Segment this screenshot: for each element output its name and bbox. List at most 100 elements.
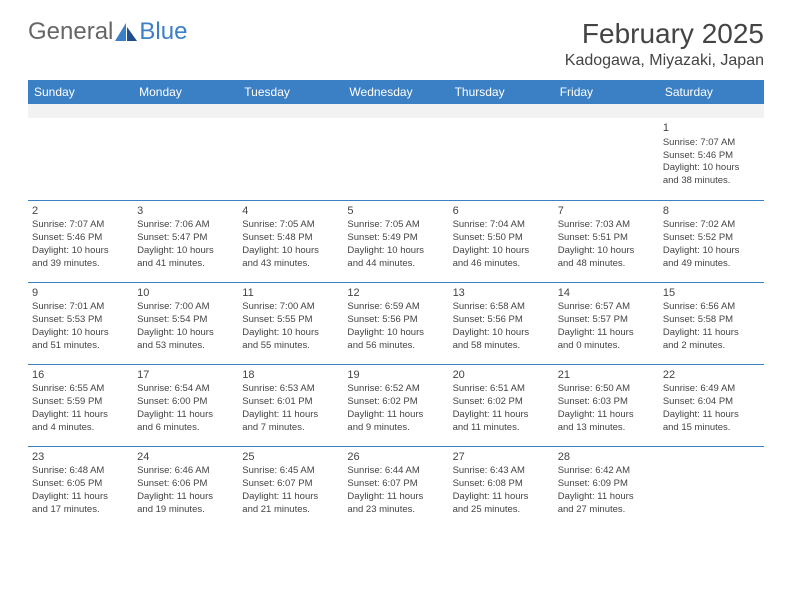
day-daylight1: Daylight: 10 hours [663,245,760,258]
calendar-day-cell: 1Sunrise: 7:07 AMSunset: 5:46 PMDaylight… [659,118,764,200]
day-sunrise: Sunrise: 7:02 AM [663,219,760,232]
day-number: 8 [663,204,760,219]
day-daylight2: and 41 minutes. [137,258,234,271]
day-daylight2: and 6 minutes. [137,422,234,435]
weekday-header: Monday [133,80,238,104]
day-sunset: Sunset: 5:58 PM [663,314,760,327]
day-sunset: Sunset: 6:02 PM [347,396,444,409]
day-sunset: Sunset: 6:08 PM [453,478,550,491]
day-sunrise: Sunrise: 6:53 AM [242,383,339,396]
day-daylight1: Daylight: 11 hours [242,409,339,422]
day-sunset: Sunset: 5:46 PM [32,232,129,245]
day-daylight2: and 48 minutes. [558,258,655,271]
day-daylight2: and 39 minutes. [32,258,129,271]
day-daylight2: and 38 minutes. [663,175,760,188]
calendar-week-row: 1Sunrise: 7:07 AMSunset: 5:46 PMDaylight… [28,118,764,200]
calendar-day-cell: 19Sunrise: 6:52 AMSunset: 6:02 PMDayligh… [343,364,448,446]
day-sunrise: Sunrise: 6:54 AM [137,383,234,396]
location-label: Kadogawa, Miyazaki, Japan [565,52,764,70]
day-daylight1: Daylight: 11 hours [558,409,655,422]
calendar-day-cell: 6Sunrise: 7:04 AMSunset: 5:50 PMDaylight… [449,200,554,282]
day-sunset: Sunset: 6:03 PM [558,396,655,409]
day-daylight1: Daylight: 11 hours [32,491,129,504]
day-sunrise: Sunrise: 7:06 AM [137,219,234,232]
calendar-week-row: 2Sunrise: 7:07 AMSunset: 5:46 PMDaylight… [28,200,764,282]
calendar-day-cell: 18Sunrise: 6:53 AMSunset: 6:01 PMDayligh… [238,364,343,446]
day-daylight2: and 2 minutes. [663,340,760,353]
day-daylight2: and 7 minutes. [242,422,339,435]
day-sunset: Sunset: 5:50 PM [453,232,550,245]
calendar-day-cell: 20Sunrise: 6:51 AMSunset: 6:02 PMDayligh… [449,364,554,446]
day-number: 3 [137,204,234,219]
day-sunrise: Sunrise: 6:51 AM [453,383,550,396]
calendar-day-cell: 11Sunrise: 7:00 AMSunset: 5:55 PMDayligh… [238,282,343,364]
day-daylight1: Daylight: 10 hours [137,245,234,258]
calendar-day-cell [449,118,554,200]
day-sunset: Sunset: 6:09 PM [558,478,655,491]
day-daylight2: and 9 minutes. [347,422,444,435]
calendar-day-cell: 28Sunrise: 6:42 AMSunset: 6:09 PMDayligh… [554,446,659,528]
day-number: 15 [663,286,760,301]
day-daylight1: Daylight: 11 hours [137,491,234,504]
empty-strip-row [28,104,764,118]
day-daylight1: Daylight: 11 hours [663,327,760,340]
day-number: 10 [137,286,234,301]
day-sunset: Sunset: 5:47 PM [137,232,234,245]
day-sunset: Sunset: 6:02 PM [453,396,550,409]
day-daylight2: and 19 minutes. [137,504,234,517]
day-sunset: Sunset: 6:04 PM [663,396,760,409]
day-number: 2 [32,204,129,219]
day-sunrise: Sunrise: 6:46 AM [137,465,234,478]
day-number: 5 [347,204,444,219]
day-daylight2: and 11 minutes. [453,422,550,435]
day-daylight2: and 46 minutes. [453,258,550,271]
page-header: General Blue February 2025 Kadogawa, Miy… [28,18,764,70]
calendar-day-cell [133,118,238,200]
day-sunset: Sunset: 6:00 PM [137,396,234,409]
day-sunset: Sunset: 6:07 PM [347,478,444,491]
day-sunrise: Sunrise: 6:43 AM [453,465,550,478]
day-daylight1: Daylight: 10 hours [32,245,129,258]
day-daylight1: Daylight: 10 hours [663,162,760,175]
day-number: 11 [242,286,339,301]
day-daylight1: Daylight: 10 hours [32,327,129,340]
calendar-day-cell: 17Sunrise: 6:54 AMSunset: 6:00 PMDayligh… [133,364,238,446]
day-daylight2: and 17 minutes. [32,504,129,517]
calendar-day-cell: 14Sunrise: 6:57 AMSunset: 5:57 PMDayligh… [554,282,659,364]
day-sunset: Sunset: 5:49 PM [347,232,444,245]
day-sunrise: Sunrise: 6:45 AM [242,465,339,478]
calendar-day-cell: 27Sunrise: 6:43 AMSunset: 6:08 PMDayligh… [449,446,554,528]
calendar-day-cell: 15Sunrise: 6:56 AMSunset: 5:58 PMDayligh… [659,282,764,364]
day-sunset: Sunset: 6:07 PM [242,478,339,491]
weekday-header: Friday [554,80,659,104]
day-number: 13 [453,286,550,301]
logo-text-blue: Blue [139,18,187,46]
day-sunrise: Sunrise: 6:56 AM [663,301,760,314]
day-number: 18 [242,368,339,383]
day-sunset: Sunset: 5:56 PM [453,314,550,327]
day-sunrise: Sunrise: 7:00 AM [242,301,339,314]
day-sunset: Sunset: 5:56 PM [347,314,444,327]
weekday-header: Saturday [659,80,764,104]
day-sunrise: Sunrise: 7:00 AM [137,301,234,314]
calendar-day-cell [659,446,764,528]
day-daylight2: and 56 minutes. [347,340,444,353]
calendar-day-cell: 12Sunrise: 6:59 AMSunset: 5:56 PMDayligh… [343,282,448,364]
calendar-day-cell: 21Sunrise: 6:50 AMSunset: 6:03 PMDayligh… [554,364,659,446]
day-daylight1: Daylight: 11 hours [137,409,234,422]
calendar-day-cell: 2Sunrise: 7:07 AMSunset: 5:46 PMDaylight… [28,200,133,282]
day-sunrise: Sunrise: 7:05 AM [242,219,339,232]
day-sunrise: Sunrise: 7:04 AM [453,219,550,232]
weekday-header: Sunday [28,80,133,104]
day-number: 16 [32,368,129,383]
day-number: 6 [453,204,550,219]
day-daylight2: and 43 minutes. [242,258,339,271]
calendar-day-cell: 3Sunrise: 7:06 AMSunset: 5:47 PMDaylight… [133,200,238,282]
day-number: 21 [558,368,655,383]
day-daylight1: Daylight: 10 hours [347,327,444,340]
day-sunrise: Sunrise: 6:44 AM [347,465,444,478]
day-daylight2: and 49 minutes. [663,258,760,271]
day-daylight1: Daylight: 11 hours [32,409,129,422]
calendar-week-row: 23Sunrise: 6:48 AMSunset: 6:05 PMDayligh… [28,446,764,528]
day-sunrise: Sunrise: 6:59 AM [347,301,444,314]
